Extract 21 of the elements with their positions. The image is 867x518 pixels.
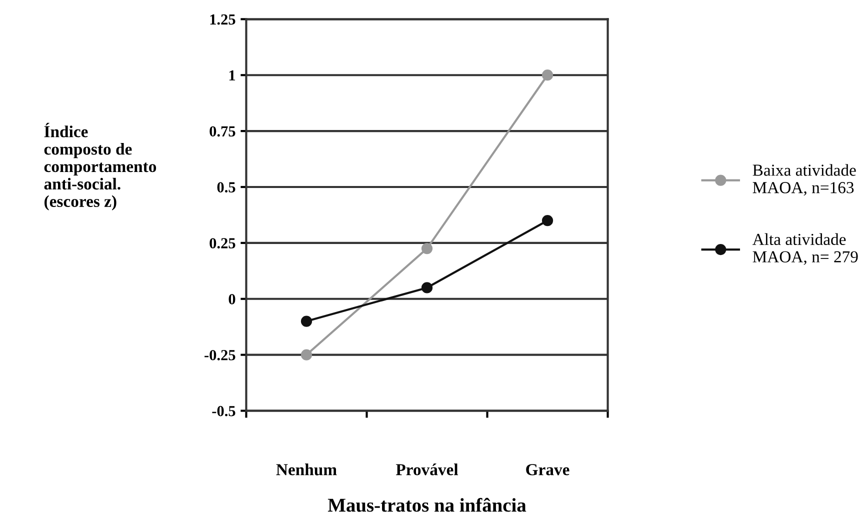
y-tick-label: -0.25 bbox=[204, 350, 236, 360]
point bbox=[300, 349, 312, 360]
y-tick-label: 0.25 bbox=[210, 238, 236, 248]
y-tick-label: 0 bbox=[228, 294, 236, 304]
legend-label: Baixa atividade MAOA, n=163 bbox=[752, 164, 856, 196]
y-tick-label: 1 bbox=[229, 70, 236, 80]
point bbox=[421, 282, 433, 294]
y-tick-label: -0.5 bbox=[212, 406, 236, 416]
x-tick-label: Nenhum bbox=[276, 464, 337, 476]
point bbox=[300, 316, 312, 327]
point bbox=[542, 70, 554, 81]
y-axis-title: Índice composto de comportamento anti-social. (escores z) bbox=[44, 122, 156, 210]
point bbox=[421, 242, 433, 254]
x-axis-title: Maus-tratos na infância bbox=[328, 498, 526, 512]
legend-label: Alta atividade MAOA, n= 279 bbox=[752, 233, 858, 265]
y-tick-label: 0.75 bbox=[210, 126, 236, 137]
y-tick-label: 1.25 bbox=[210, 14, 236, 25]
x-tick-label: Grave bbox=[526, 464, 570, 476]
y-tick-label: 0.5 bbox=[217, 182, 236, 193]
point bbox=[542, 215, 554, 226]
x-tick-label: Provável bbox=[396, 464, 458, 476]
